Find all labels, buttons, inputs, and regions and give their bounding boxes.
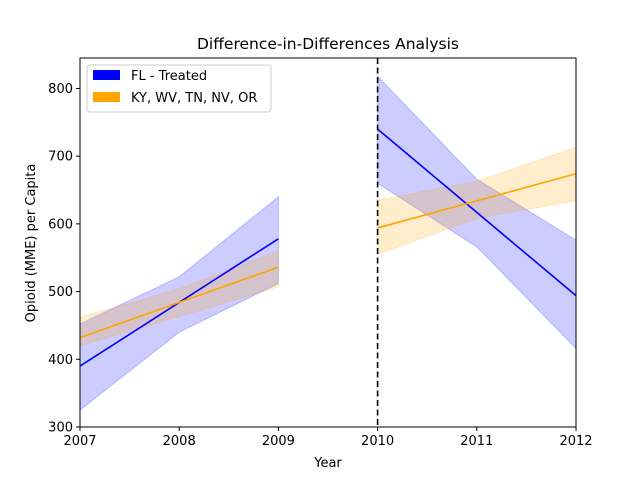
legend-label-1: KY, WV, TN, NV, OR — [131, 91, 257, 106]
plot-area: 2007 2008 2009 2010 2011 2012 300 400 500 600 700 8… — [48, 57, 593, 449]
y-tick-label-700: 700 — [48, 150, 73, 165]
y-tick-label-600: 600 — [48, 217, 73, 232]
legend-swatch-1 — [93, 92, 120, 102]
legend: FL - Treated KY, WV, TN, NV, OR — [86, 64, 272, 113]
x-tick-label-2011: 2011 — [460, 434, 493, 449]
x-tick-label-2007: 2007 — [63, 434, 96, 449]
x-tick-label-2008: 2008 — [163, 434, 196, 449]
axes-frame — [79, 57, 577, 428]
x-tick-label-2012: 2012 — [559, 434, 592, 449]
x-tick-label-2009: 2009 — [262, 434, 295, 449]
x-axis-title: Year — [313, 456, 342, 471]
series-line-1-segment-0 — [79, 266, 279, 339]
y-tick-label-300: 300 — [48, 421, 73, 436]
legend-label-0: FL - Treated — [131, 69, 207, 84]
legend-swatch-0 — [93, 70, 120, 80]
y-tick-label-800: 800 — [48, 82, 73, 97]
series-line-0-segment-1 — [377, 128, 577, 297]
chart-title: Difference-in-Differences Analysis — [197, 35, 459, 53]
y-axis-title: Opioid (MME) per Capita — [24, 164, 39, 323]
y-tick-label-500: 500 — [48, 285, 73, 300]
series-line-1-segment-1 — [377, 173, 577, 229]
x-tick-label-2010: 2010 — [361, 434, 394, 449]
y-tick-label-400: 400 — [48, 353, 73, 368]
legend-box — [86, 64, 272, 113]
